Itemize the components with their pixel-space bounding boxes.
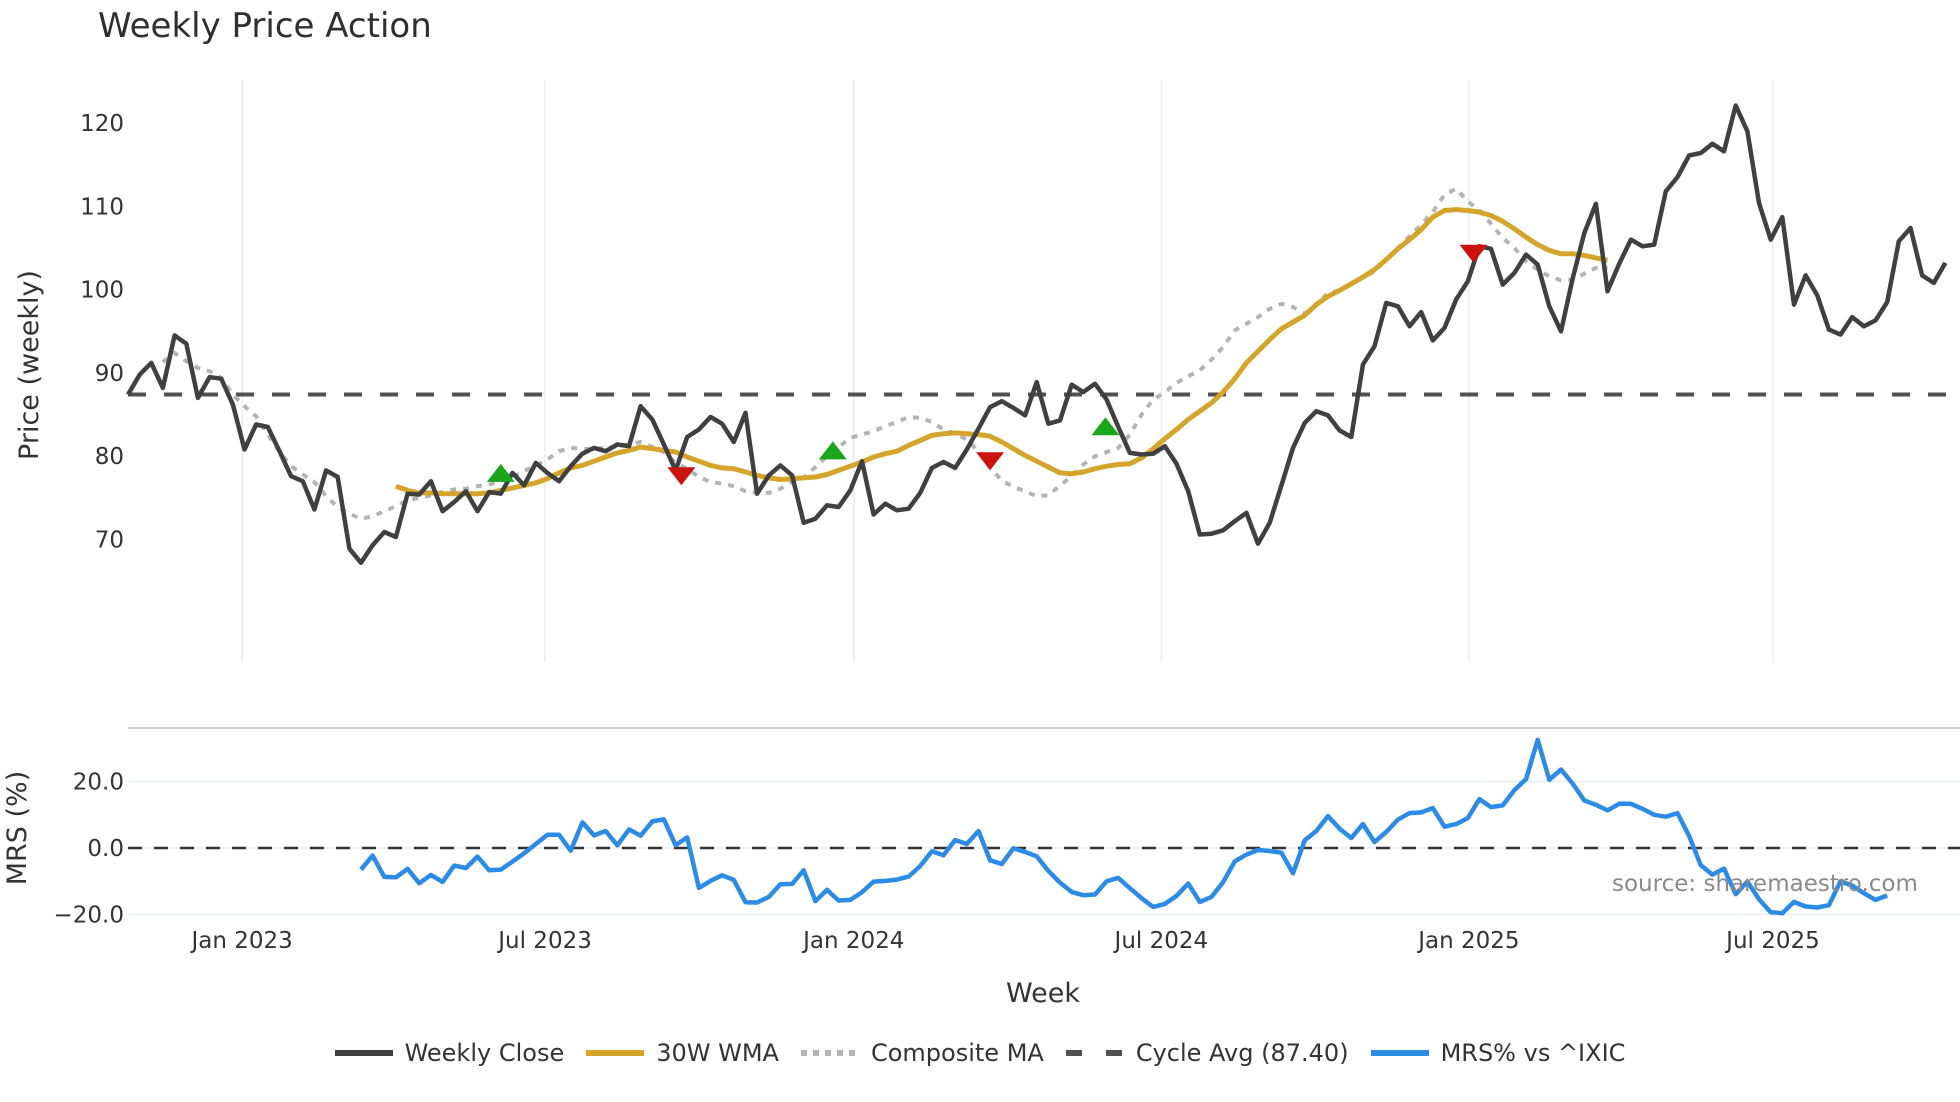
legend-item[interactable]: 30W WMA (586, 1039, 779, 1067)
legend-item[interactable]: Weekly Close (334, 1039, 565, 1067)
y-tick-label: 70 (95, 528, 124, 554)
x-axis: Jan 2023 Jul 2023 Jan 2024 Jul 2024 Jan 2025… (190, 928, 1820, 954)
legend-item[interactable]: Composite MA (800, 1039, 1044, 1067)
buy-signal-triangle-up-icon (486, 463, 515, 482)
legend-swatch-icon (586, 1050, 645, 1056)
legend-item[interactable]: Cycle Avg (87.40) (1065, 1039, 1349, 1067)
buy-signal-triangle-up-icon (1091, 417, 1120, 436)
price-y-axis: 70 80 90 100 110 120 (80, 111, 124, 554)
y-tick-label: 100 (80, 278, 124, 304)
mrs-y-axis-label: MRS (%) (2, 771, 33, 886)
composite-ma-line (161, 186, 1608, 521)
mrs-line (359, 737, 1888, 916)
legend-swatch-icon (334, 1050, 393, 1056)
legend: Weekly Close 30W WMA Composite MA Cycle Avg… (0, 1036, 1960, 1070)
legend-label: Weekly Close (404, 1039, 565, 1067)
legend-swatch-icon (1370, 1050, 1429, 1056)
y-tick-label: 80 (95, 444, 124, 470)
30w-wma-line (395, 207, 1609, 497)
x-axis-label: Week (1006, 978, 1080, 1009)
sell-signal-triangle-down-icon (667, 467, 696, 486)
legend-label: MRS% vs ^IXIC (1440, 1039, 1626, 1067)
x-tick-label: Jul 2023 (496, 928, 592, 954)
weekly-close-line (126, 103, 1948, 566)
legend-swatch-icon (800, 1050, 859, 1056)
y-tick-label: 110 (80, 194, 124, 220)
source-annotation: source: sharemaestro.com (1612, 871, 1918, 897)
mrs-plot (128, 737, 1960, 916)
x-tick-label: Jan 2025 (1416, 928, 1519, 954)
buy-signal-triangle-up-icon (818, 441, 847, 460)
sell-signal-triangle-down-icon (1459, 244, 1488, 263)
y-tick-label: 120 (80, 111, 124, 137)
y-tick-label: 20.0 (73, 770, 124, 796)
x-tick-label: Jan 2023 (190, 928, 293, 954)
x-tick-label: Jan 2024 (801, 928, 904, 954)
y-tick-label: 0.0 (87, 836, 124, 862)
legend-item[interactable]: MRS% vs ^IXIC (1370, 1039, 1626, 1067)
legend-label: Cycle Avg (87.40) (1135, 1039, 1349, 1067)
price-y-axis-label: Price (weekly) (14, 270, 45, 460)
legend-label: 30W WMA (656, 1039, 779, 1067)
legend-swatch-icon (1065, 1050, 1124, 1056)
mrs-y-axis: −20.0 0.0 20.0 (54, 770, 124, 929)
x-tick-label: Jul 2025 (1724, 928, 1820, 954)
signal-markers (486, 244, 1488, 486)
price-grid (241, 80, 1774, 662)
chart-title: Weekly Price Action (98, 6, 432, 46)
price-plot (126, 103, 1960, 566)
x-tick-label: Jul 2024 (1113, 928, 1209, 954)
sell-signal-triangle-down-icon (976, 452, 1005, 471)
legend-label: Composite MA (870, 1039, 1044, 1067)
y-tick-label: −20.0 (54, 903, 124, 929)
y-tick-label: 90 (95, 361, 124, 387)
